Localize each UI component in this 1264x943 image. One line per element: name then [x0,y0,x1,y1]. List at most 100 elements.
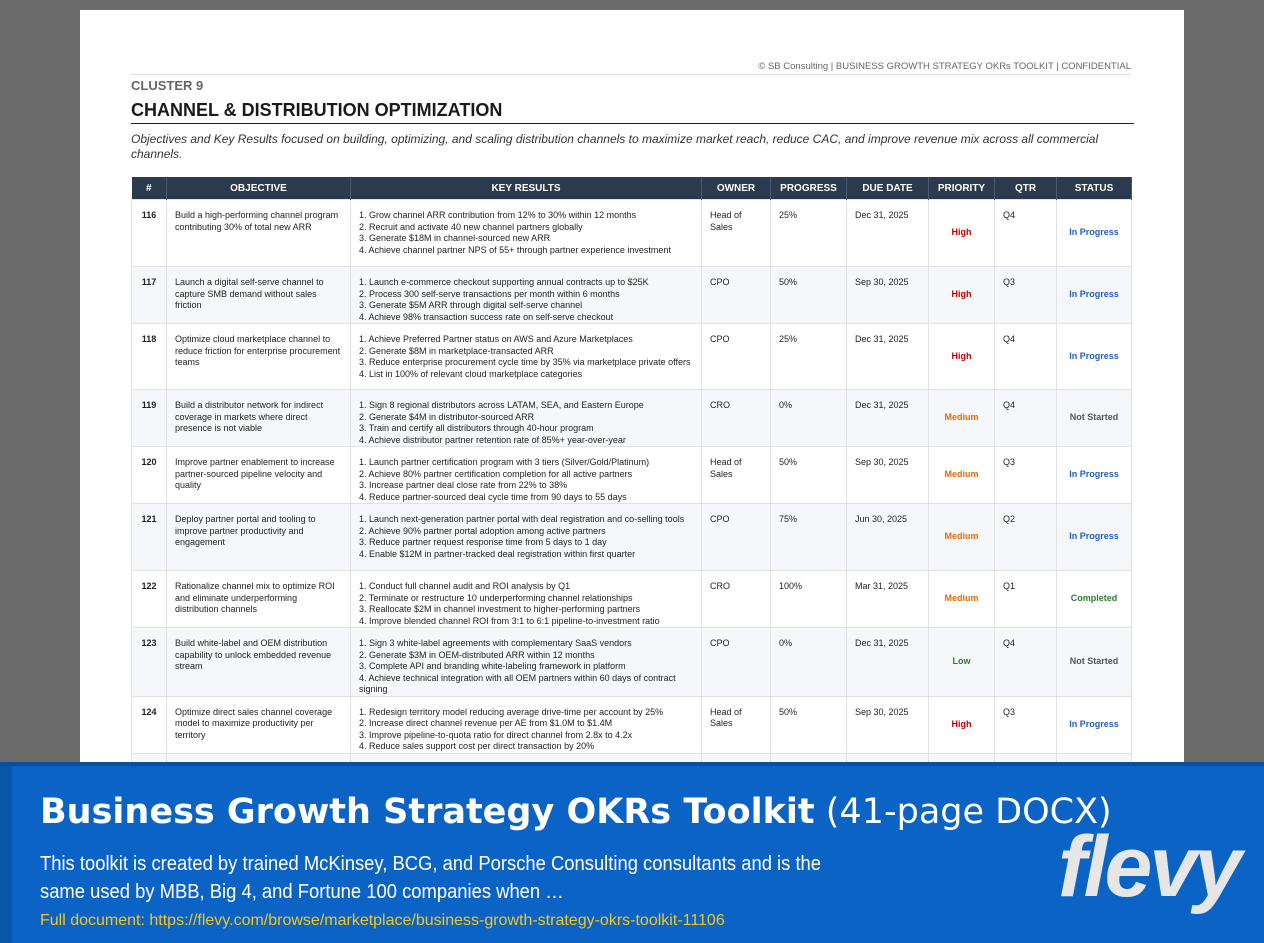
qtr: Q2 [1003,514,1016,524]
cell-status: In Progress [1056,503,1132,571]
cell-id: 120 [131,446,167,504]
key-result: 3. Generate $18M in channel-sourced new … [359,233,551,243]
priority: Medium [944,593,979,604]
cell-due-date: Mar 31, 2025 [846,570,929,628]
key-result: 4. Achieve 98% transaction success rate … [359,311,614,322]
progress: 0% [779,638,793,648]
id: 121 [141,514,157,524]
cell-progress: 100% [770,570,847,628]
cell-id: 122 [131,570,167,628]
cell-priority: High [928,323,995,390]
key-result: 1. Launch e-commerce checkout supporting… [359,277,649,287]
cell-key-results: 1. Launch partner certification program … [350,446,702,504]
cell-objective: Optimize cloud marketplace channel to re… [166,323,351,390]
due-date: Dec 31, 2025 [855,638,909,648]
cell-progress: 0% [770,627,847,697]
cell-qtr: Q3 [994,752,1057,762]
objective: Optimize cloud marketplace channel to re… [175,334,341,367]
cell-status: In Progress [1056,266,1132,324]
key-result: 1. Launch next-generation partner portal… [359,514,685,524]
key-result: 4. Achieve technical integration with al… [359,672,676,695]
cell-progress: 75% [770,503,847,571]
qtr: Q4 [1003,400,1016,410]
key-result: 2. Increase direct channel revenue per A… [359,718,613,728]
logo: flevy [1058,819,1242,915]
cell-key-results: 1. Launch e-commerce checkout supporting… [350,266,702,324]
owner: CPO [710,334,730,344]
key-result: 4. Achieve distributor partner retention… [359,434,626,445]
cell-status: Not Started [1056,389,1132,447]
due-date: Dec 31, 2025 [855,334,909,344]
key-result: 4. List in 100% of relevant cloud market… [359,368,583,379]
status: In Progress [1069,350,1119,361]
status: Not Started [1069,412,1119,423]
cell-due-date: Sep 30, 2025 [846,266,929,324]
banner-link[interactable]: Full document: https://flevy.com/browse/… [40,912,725,929]
owner: Head of Sales [710,706,742,729]
table-row: 117 Launch a digital self-serve channel t… [131,266,1132,324]
table-body: 116 Build a high-performing channel progr… [131,199,1132,762]
cell-priority: Medium [928,446,995,504]
owner: Head of Sales [710,457,742,479]
objective: Build white-label and OEM distribution c… [175,638,332,671]
key-result: 2. Generate $4M in distributor-sourced A… [359,411,535,422]
qtr: Q3 [1003,277,1016,287]
cell-priority: Low [928,627,995,697]
owner: CRO [710,400,730,410]
cell-owner: Head of [701,752,771,762]
key-result: 4. Improve blended channel ROI from 3:1 … [359,615,660,626]
column-header: OWNER [701,177,771,200]
owner: CRO [710,581,730,591]
progress: 100% [779,581,803,591]
status: In Progress [1069,531,1119,542]
table-row: 122 Rationalize channel mix to optimize R… [131,570,1132,628]
key-result: 2. Generate $3M in OEM-distributed ARR w… [359,649,595,660]
cell-qtr: Q3 [994,266,1057,324]
qtr: Q4 [1003,638,1016,648]
cell-objective: Rationalize channel mix to optimize ROI … [166,570,351,628]
objective: Optimize direct sales channel coverage m… [175,706,333,740]
progress: 25% [779,210,798,220]
cell-owner: CPO [701,503,771,571]
qtr: Q4 [1003,210,1016,220]
cell-status [1056,752,1132,762]
table-row: 118 Optimize cloud marketplace channel to… [131,323,1132,390]
cell-objective: Improve partner enablement to increase p… [166,446,351,504]
objective: Deploy partner portal and tooling to imp… [175,514,316,547]
cell-progress: 50% [770,446,847,504]
key-result: 2. Generate $8M in marketplace-transacte… [359,345,554,356]
cell-progress: 0% [770,389,847,447]
cell-qtr: Q1 [994,570,1057,628]
cell-due-date: Dec 31, 2025 [846,627,929,697]
key-result: 1. Sign 8 regional distributors across L… [359,400,644,410]
cell-id: 117 [131,266,167,324]
cell-status: In Progress [1056,199,1132,267]
cell-id: 123 [131,627,167,697]
column-header: STATUS [1056,177,1132,200]
column-header: # [131,177,167,200]
cell-priority: Medium [928,503,995,571]
qtr: Q3 [1003,457,1016,467]
cell-progress: 50% [770,695,847,754]
cell-due-date: Jun 30, 2025 [846,503,929,571]
table-row: 116 Build a high-performing channel progr… [131,199,1132,267]
key-result: 1. Sign 3 white-label agreements with co… [359,638,632,648]
progress: 50% [779,457,798,467]
banner-strip [0,766,12,943]
owner: Head of Sales [710,210,742,232]
cell-id: 118 [131,323,167,390]
objective: Launch a digital self-serve channel to c… [175,277,324,310]
cell-priority [928,752,995,762]
key-result: 4. Enable $12M in partner-tracked deal r… [359,548,636,559]
key-result: 3. Increase partner deal close rate from… [359,480,568,490]
status: In Progress [1069,718,1119,729]
cell-status: In Progress [1056,695,1132,754]
promo-banner: Business Growth Strategy OKRs Toolkit (4… [0,762,1264,943]
cell-due-date: Dec 31, 2025 [846,199,929,267]
due-date: Mar 31, 2025 [855,581,909,591]
id: 117 [141,277,157,287]
qtr: Q4 [1003,334,1016,344]
id: 122 [141,581,157,591]
cell-due-date: Sep 30, 2025 [846,695,929,754]
